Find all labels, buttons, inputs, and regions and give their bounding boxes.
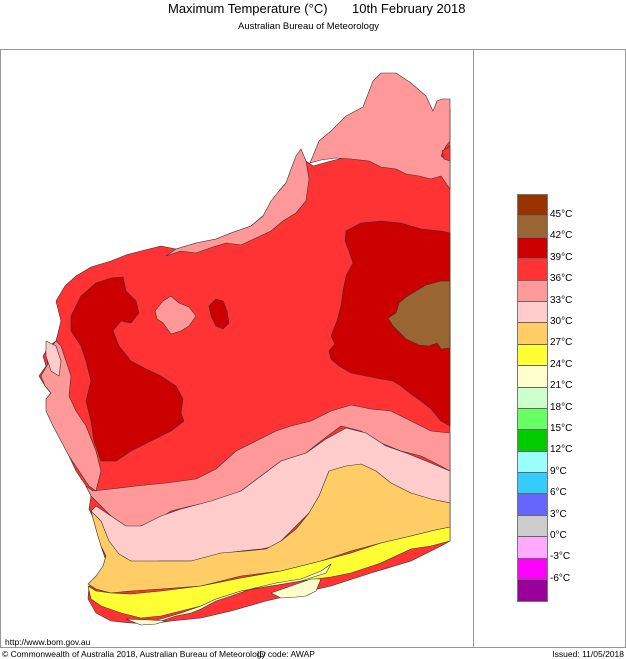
legend-label: 27°C [550,337,573,348]
region-30-33-coast [45,340,62,377]
region-36-39-kimberley-spot [441,145,451,162]
legend-swatch [518,387,547,409]
region-33-36-south [85,404,451,529]
legend-label: 21°C [550,380,573,391]
legend-swatch [518,558,547,581]
color-legend [517,194,548,603]
legend-swatch [518,301,547,324]
map-title: Maximum Temperature (°C) [168,1,328,16]
map-frame: 45°C 42°C 39°C 36°C 33°C 30°C 27°C 24°C … [0,49,626,648]
region-24-27-south [87,526,451,619]
region-21-24-tip [125,618,167,626]
legend-label: 33°C [550,295,573,306]
temperature-map [38,72,451,626]
legend-label: 15°C [550,423,573,434]
legend-swatch [518,323,547,345]
legend-label: 42°C [550,230,573,241]
region-33-36-north [309,72,451,190]
legend-swatch [518,344,547,367]
legend-label: 12°C [550,444,573,455]
region-42-45-east [387,280,451,350]
legend-swatch [518,537,547,559]
legend-swatch [518,216,547,238]
region-33-36-coast [40,340,102,492]
legend-label: 24°C [550,359,573,370]
region-39-42-west [70,276,185,462]
footer: © Commonwealth of Australia 2018, Austra… [0,649,626,659]
legend-label: 45°C [550,209,573,220]
legend-swatch [518,366,547,388]
legend-label: -3°C [550,551,571,562]
id-code: ID code: AWAP [257,649,315,659]
legend-swatch [518,280,547,302]
legend-swatch [518,195,547,217]
panel-divider [473,50,474,647]
legend-swatch [518,451,547,474]
legend-swatch [518,408,547,431]
legend-label: 9°C [550,466,567,477]
region-39-42-east [328,220,451,427]
legend-label: 6°C [550,487,567,498]
legend-label: 36°C [550,273,573,284]
region-39-42-spot [208,298,230,330]
region-33-36-interior [154,295,197,335]
legend-swatch [518,237,547,260]
copyright-text: © Commonwealth of Australia 2018, Austra… [2,649,266,659]
chart-header: Maximum Temperature (°C) 10th February 2… [0,0,626,32]
legend-label: 30°C [550,316,573,327]
legend-swatch [518,430,547,452]
legend-label: 18°C [550,402,573,413]
legend-label: -6°C [550,573,571,584]
legend-label: 39°C [550,252,573,263]
region-21-24-coast [270,578,322,599]
region-33-36-pilbara [165,148,310,257]
legend-label: 3°C [550,509,567,520]
map-subtitle: Australian Bureau of Meteorology [238,21,379,32]
legend-swatch [518,580,547,602]
legend-swatch [518,494,547,516]
source-url: http://www.bom.gov.au [5,637,91,647]
legend-swatch [518,473,547,495]
map-date: 10th February 2018 [352,1,466,16]
legend-swatch [518,259,547,281]
legend-swatch [518,515,547,538]
legend-label: 0°C [550,530,567,541]
issued-date: Issued: 11/05/2018 [552,649,624,659]
